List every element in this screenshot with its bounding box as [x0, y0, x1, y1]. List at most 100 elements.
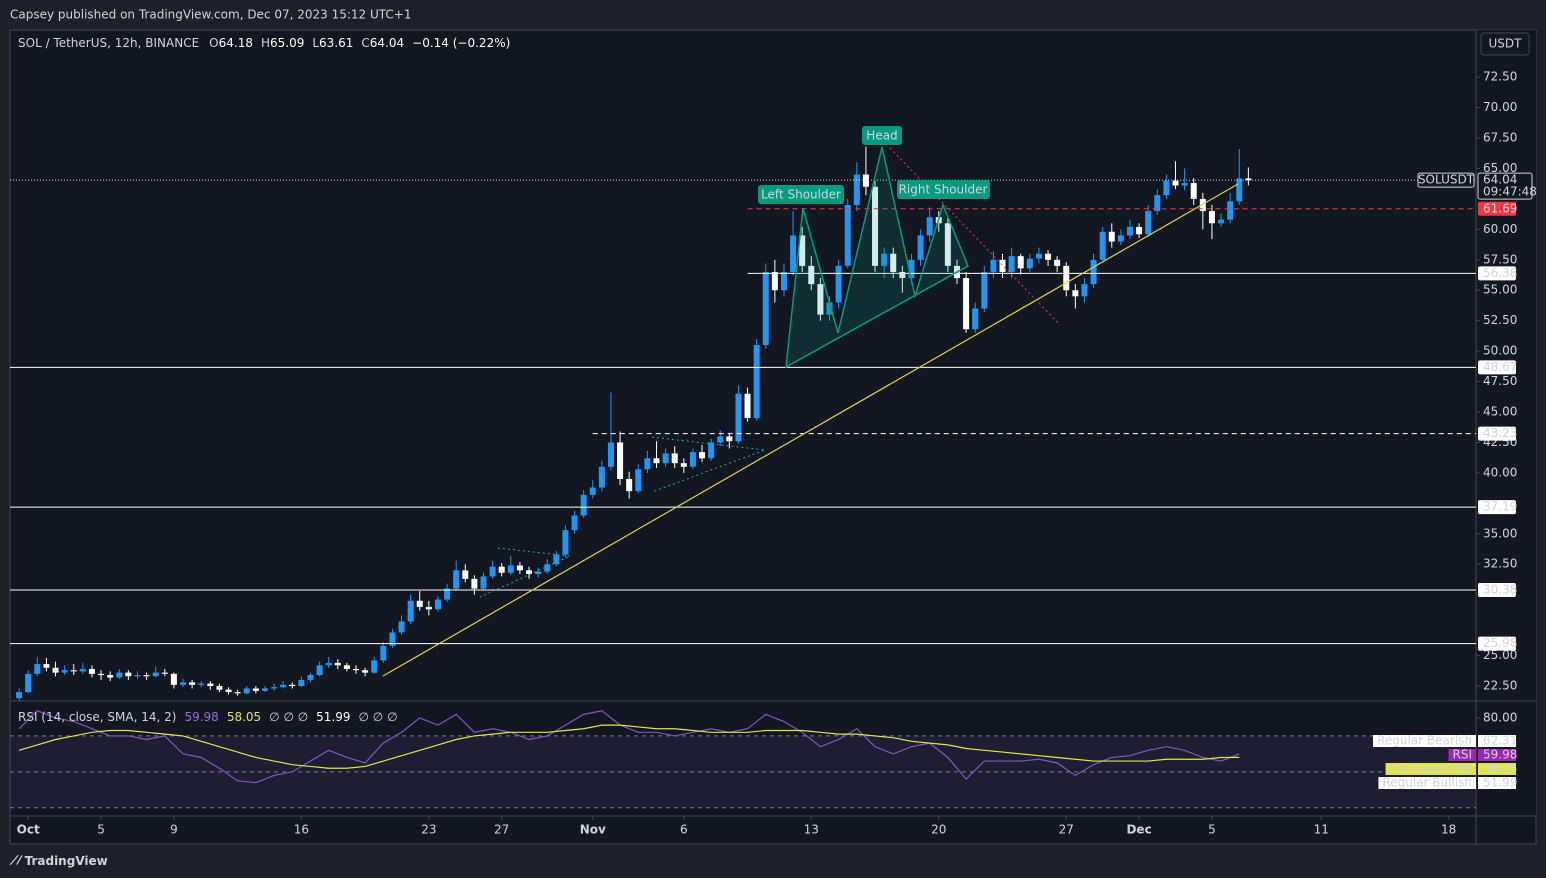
- candle-body: [963, 278, 970, 330]
- resistance-line: [889, 147, 1061, 326]
- candle-body: [152, 672, 159, 677]
- y-tick-label: 65.00: [1483, 161, 1517, 175]
- head-shoulders-pattern: [785, 146, 969, 369]
- ohlc-value: 64.04: [370, 36, 404, 50]
- tag-value: 58.05: [1483, 762, 1517, 776]
- y-tick-label: 25.00: [1483, 648, 1517, 662]
- candle-body: [289, 684, 296, 687]
- candle-body: [207, 683, 214, 687]
- x-tick-label: 6: [680, 823, 688, 837]
- rsi-band: [10, 735, 1476, 808]
- tag-value-box: [1478, 763, 1516, 775]
- x-tick-label: Nov: [580, 823, 606, 837]
- level-label: 48.67: [1483, 360, 1517, 374]
- tag-value-box: [1478, 777, 1516, 789]
- candle-body: [25, 673, 32, 693]
- price-label: 64.04: [1483, 173, 1517, 187]
- candle-body: [1218, 219, 1225, 224]
- published: Capsey published on TradingView.com, Dec…: [10, 8, 411, 22]
- y-tick-label: 32.50: [1483, 557, 1517, 571]
- candle-body: [1136, 226, 1143, 235]
- level-tag: [1478, 636, 1516, 651]
- candle-body: [826, 302, 833, 315]
- candle-body: [453, 570, 460, 589]
- rsi-pane: 80.00 Regular Bearish 62.31 RSI 59.98 RSI-bas…: [10, 710, 1517, 809]
- y-tick-label: 45.00: [1483, 405, 1517, 419]
- candle-body: [699, 452, 706, 459]
- ohlc-value: 63.61: [319, 36, 353, 50]
- price-pane: 72.50 70.00 67.50 65.00 60.00 57.50 55.00 52.50…: [10, 70, 1537, 701]
- x-tick-label: 23: [421, 823, 436, 837]
- trend-line: [382, 183, 1239, 677]
- candle-body: [535, 571, 542, 574]
- candle-body: [1017, 256, 1024, 269]
- candle-body: [771, 271, 778, 291]
- candles: [16, 146, 1252, 701]
- rsi-header-value: ∅ ∅ ∅: [359, 710, 398, 724]
- rsi-header-value: 51.99: [316, 710, 350, 724]
- candle-body: [1072, 290, 1079, 297]
- candle-body: [626, 478, 633, 492]
- y-tick-label: 52.50: [1483, 313, 1517, 327]
- candle-body: [198, 683, 205, 685]
- candle-body: [1227, 201, 1234, 220]
- candle-body: [43, 664, 50, 668]
- level-label: 30.38: [1483, 583, 1517, 597]
- tag-value-box: [1478, 735, 1516, 747]
- candle-body: [1026, 258, 1033, 269]
- rsi-header-value: 58.05: [227, 710, 261, 724]
- ohlc-key: C: [361, 36, 369, 50]
- candle-body: [790, 235, 797, 272]
- currency-button[interactable]: [1480, 32, 1530, 56]
- candle-body: [1008, 256, 1015, 272]
- level-tag: [1478, 583, 1516, 598]
- candle-body: [70, 670, 77, 672]
- candle-body: [353, 668, 360, 671]
- candle-body: [853, 174, 860, 205]
- candle-body: [52, 667, 59, 673]
- ohlc-value: 64.18: [219, 36, 253, 50]
- candle-body: [598, 466, 605, 488]
- candle-body: [1117, 235, 1124, 242]
- ohlc: O64.18 H65.09 L63.61 C64.04 −0.14 (−0.22%): [209, 36, 510, 50]
- y-tick-label: 47.50: [1483, 374, 1517, 388]
- candle-body: [98, 673, 105, 676]
- y-tick-label: 22.50: [1483, 679, 1517, 693]
- time-axis: Oct 5 9 16 23 27 Nov 6 13 20 27 Dec 5 11 18: [17, 816, 1456, 837]
- candle-body: [425, 606, 432, 610]
- x-tick-label: Dec: [1126, 823, 1151, 837]
- x-tick-label: Oct: [17, 823, 40, 837]
- price-tag: [1477, 172, 1533, 200]
- candle-body: [307, 675, 314, 680]
- candle-body: [753, 345, 760, 419]
- level-label: 25.98: [1483, 636, 1517, 650]
- candle-body: [744, 393, 751, 419]
- rsi-legend: RSI (14, close, SMA, 14, 2) 59.98 58.05 ∅ ∅…: [18, 710, 398, 724]
- candle-body: [125, 672, 132, 677]
- candle-body: [635, 469, 642, 492]
- tag-name: Regular Bullish: [1382, 776, 1472, 790]
- candle-body: [571, 515, 578, 531]
- candle-body: [589, 487, 596, 495]
- candle-body: [999, 259, 1006, 272]
- candle-body: [343, 665, 350, 669]
- candle-body: [444, 588, 451, 600]
- candle-body: [1081, 284, 1088, 297]
- ohlc-value: 65.09: [270, 36, 304, 50]
- currency: USDT: [1489, 37, 1523, 51]
- annotation-box: [897, 180, 990, 199]
- y-tick-label: 55.00: [1483, 283, 1517, 297]
- rsi-title: RSI (14, close, SMA, 14, 2): [18, 710, 176, 724]
- candle-body: [407, 600, 414, 622]
- x-tick-label: 13: [804, 823, 819, 837]
- candle-body: [990, 259, 997, 272]
- tag-name: Regular Bearish: [1377, 734, 1472, 748]
- candle-body: [107, 675, 114, 678]
- candle-body: [1172, 180, 1179, 186]
- candle-body: [79, 668, 86, 672]
- candle-body: [562, 530, 569, 555]
- annotation: Head: [866, 129, 897, 143]
- candle-body: [617, 442, 624, 479]
- ohlc-key: L: [312, 36, 319, 50]
